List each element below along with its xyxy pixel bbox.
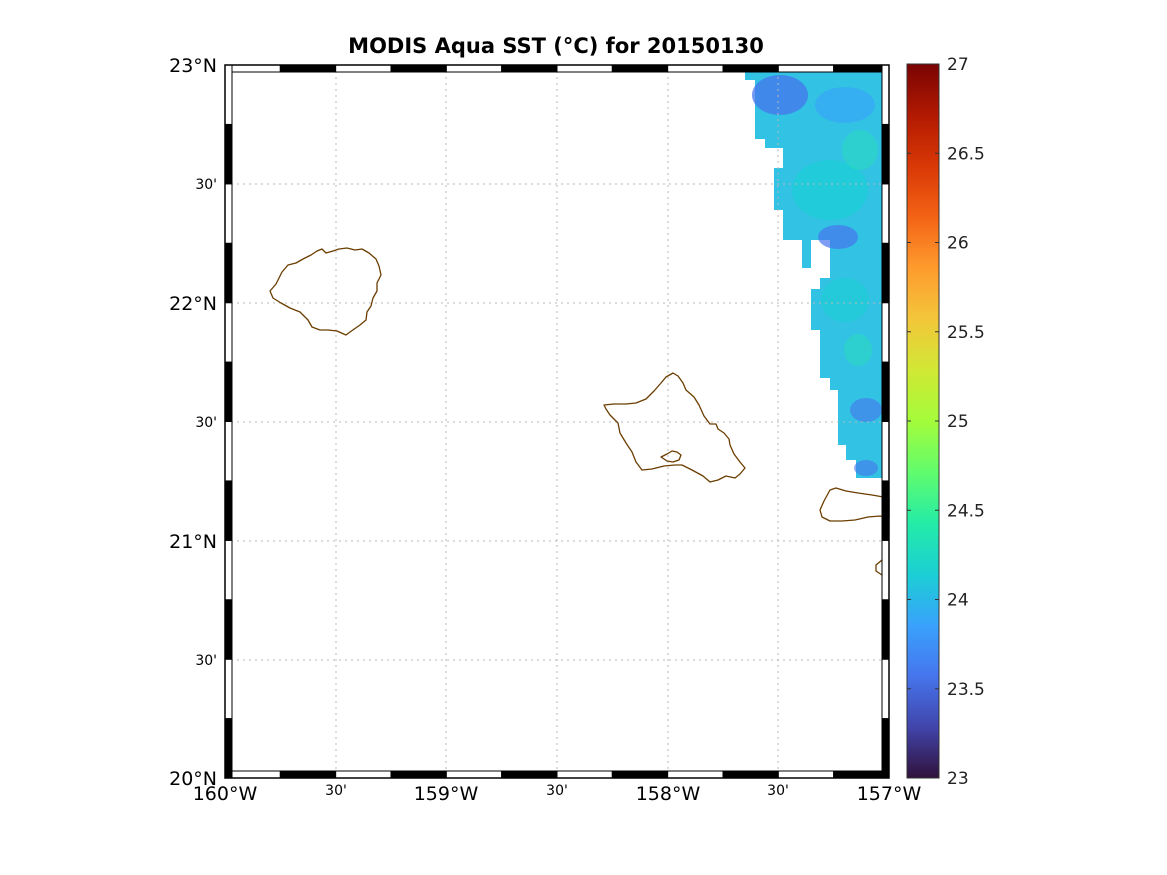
y-tick-label: 20°N bbox=[169, 768, 217, 790]
frame-block-right bbox=[881, 718, 890, 779]
frame-block-right bbox=[881, 123, 890, 185]
frame-block-right bbox=[881, 302, 890, 363]
colorbar-tick-label: 25.5 bbox=[947, 323, 985, 343]
x-tick-label-minor: 30' bbox=[767, 783, 789, 799]
frame-block-top bbox=[335, 64, 392, 73]
frame-block-top bbox=[501, 64, 558, 73]
frame-block-bottom bbox=[224, 770, 281, 779]
pearl-harbor-coastline bbox=[660, 450, 682, 463]
map-title: MODIS Aqua SST (°C) for 20150130 bbox=[348, 34, 764, 58]
frame-block-top bbox=[667, 64, 724, 73]
frame-block-top bbox=[445, 64, 503, 73]
frame-block-right bbox=[881, 361, 890, 423]
frame-block-top bbox=[611, 64, 669, 73]
frame-block-top bbox=[224, 64, 281, 73]
frame-block-right bbox=[881, 599, 890, 660]
sst-field-texture bbox=[752, 75, 882, 476]
frame-block-top bbox=[777, 64, 835, 73]
frame-block-left bbox=[224, 599, 233, 660]
x-axis-labels: 160°W 30' 159°W 30' 158°W 30' 157°W bbox=[193, 783, 922, 805]
frame-block-top bbox=[279, 64, 337, 73]
colorbar-tick-label: 24.5 bbox=[947, 501, 985, 521]
y-tick-label-minor: 30' bbox=[195, 177, 217, 193]
frame-block-left bbox=[224, 718, 233, 779]
frame-block-bottom bbox=[556, 770, 613, 779]
frame-block-top bbox=[833, 64, 890, 73]
frame-block-top bbox=[556, 64, 613, 73]
colorbar-gradient-bar bbox=[906, 63, 940, 779]
graticule bbox=[225, 65, 889, 778]
map-frame bbox=[224, 64, 890, 779]
y-tick-label: 23°N bbox=[169, 55, 217, 77]
colorbar-tick-label: 26.5 bbox=[947, 144, 985, 164]
y-tick-label-minor: 30' bbox=[195, 653, 217, 669]
sst-field bbox=[745, 70, 882, 478]
colorbar-tick-label: 25 bbox=[947, 412, 969, 432]
sst-warm-patch bbox=[844, 334, 872, 366]
y-tick-label-minor: 30' bbox=[195, 415, 217, 431]
frame-block-bottom bbox=[777, 770, 835, 779]
x-tick-label-minor: 30' bbox=[546, 783, 568, 799]
sst-cool-patch bbox=[815, 87, 875, 123]
frame-block-right bbox=[881, 64, 890, 125]
colorbar-tick-label: 27 bbox=[947, 55, 969, 75]
frame-block-right bbox=[881, 421, 890, 482]
frame-block-bottom bbox=[667, 770, 724, 779]
frame-block-right bbox=[881, 539, 890, 601]
frame-block-bottom bbox=[833, 770, 890, 779]
colorbar-tick-label: 23 bbox=[947, 769, 969, 789]
frame-block-left bbox=[224, 302, 233, 363]
colorbar: 23 23.5 24 24.5 25 25.5 26 26.5 27 bbox=[906, 55, 985, 789]
x-tick-label: 158°W bbox=[636, 783, 701, 805]
frame-block-right bbox=[881, 242, 890, 304]
frame-block-bottom bbox=[335, 770, 392, 779]
frame-block-left bbox=[224, 539, 233, 601]
frame-block-left bbox=[224, 361, 233, 423]
frame-block-bottom bbox=[611, 770, 669, 779]
sst-cool-patch bbox=[854, 460, 878, 476]
island-oahu-coastline bbox=[603, 372, 746, 483]
frame-block-bottom bbox=[501, 770, 558, 779]
sst-cool-patch bbox=[818, 225, 858, 249]
frame-block-bottom bbox=[390, 770, 447, 779]
colorbar-ticks: 23 23.5 24 24.5 25 25.5 26 26.5 27 bbox=[907, 55, 985, 789]
y-axis-labels: 20°N 30' 21°N 30' 22°N 30' 23°N bbox=[169, 55, 217, 790]
colorbar-tick-label: 24 bbox=[947, 591, 969, 611]
sst-cool-patch bbox=[850, 398, 882, 422]
frame-block-left bbox=[224, 64, 233, 125]
sst-warm-patch bbox=[821, 278, 869, 322]
frame-block-left bbox=[224, 480, 233, 541]
x-tick-label: 159°W bbox=[414, 783, 479, 805]
frame-block-bottom bbox=[445, 770, 503, 779]
y-tick-label: 21°N bbox=[169, 531, 217, 553]
y-tick-label: 22°N bbox=[169, 293, 217, 315]
x-tick-label: 157°W bbox=[857, 783, 922, 805]
frame-block-left bbox=[224, 123, 233, 185]
frame-block-left bbox=[224, 242, 233, 304]
sst-warm-patch bbox=[792, 160, 868, 220]
frame-block-right bbox=[881, 183, 890, 244]
frame-block-bottom bbox=[279, 770, 337, 779]
sst-cool-patch bbox=[752, 75, 808, 115]
x-tick-label-minor: 30' bbox=[325, 783, 347, 799]
frame-border bbox=[224, 64, 890, 779]
frame-block-top bbox=[390, 64, 447, 73]
frame-block-right bbox=[881, 480, 890, 541]
frame-block-bottom bbox=[722, 770, 779, 779]
frame-block-left bbox=[224, 183, 233, 244]
frame-block-left bbox=[224, 658, 233, 720]
x-tick-label: 160°W bbox=[193, 783, 258, 805]
frame-block-right bbox=[881, 658, 890, 720]
frame-block-left bbox=[224, 421, 233, 482]
colorbar-tick-label: 23.5 bbox=[947, 680, 985, 700]
island-molokai-coastline bbox=[819, 487, 890, 522]
frame-block-top bbox=[722, 64, 779, 73]
island-kauai-coastline bbox=[269, 247, 382, 336]
sst-warm-patch bbox=[842, 130, 878, 170]
colorbar-tick-label: 26 bbox=[947, 234, 969, 254]
